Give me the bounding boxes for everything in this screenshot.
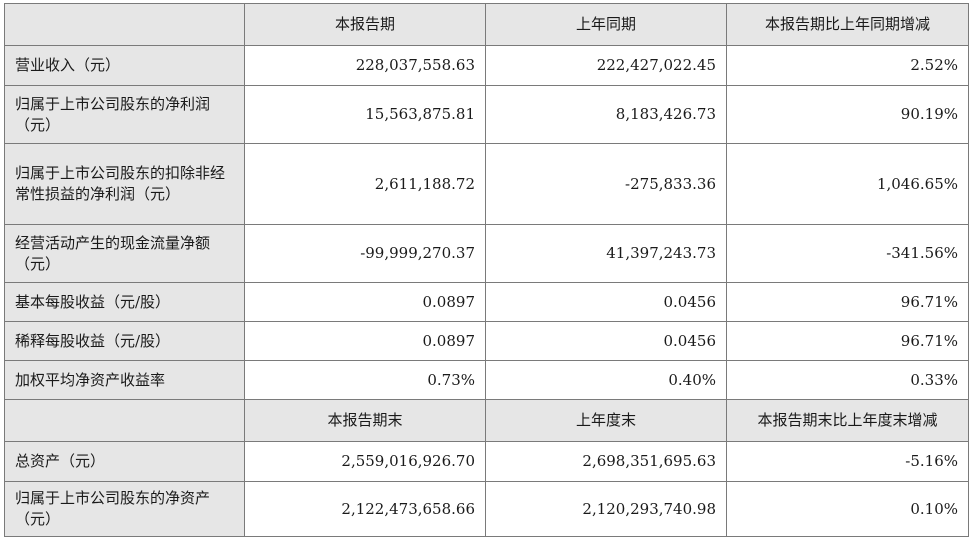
table-header-row: 本报告期 上年同期 本报告期比上年同期增减 [4, 3, 969, 46]
row-label: 归属于上市公司股东的净利润（元） [4, 85, 245, 144]
prior-value: 0.0456 [485, 321, 727, 361]
change-value: 96.71% [726, 282, 969, 322]
table-row: 基本每股收益（元/股） 0.0897 0.0456 96.71% [4, 282, 969, 322]
change-value: 1,046.65% [726, 143, 969, 225]
table-subheader-row: 本报告期末 上年度末 本报告期末比上年度末增减 [4, 399, 969, 442]
header-prior-year-end: 上年度末 [485, 399, 727, 442]
current-value: 0.73% [244, 360, 486, 400]
header-current-period: 本报告期 [244, 3, 486, 46]
prior-value: 2,120,293,740.98 [485, 481, 727, 537]
prior-value: 222,427,022.45 [485, 45, 727, 86]
header-period-change: 本报告期比上年同期增减 [726, 3, 969, 46]
row-label: 归属于上市公司股东的扣除非经常性损益的净利润（元） [4, 143, 245, 225]
current-value: 228,037,558.63 [244, 45, 486, 86]
change-value: -341.56% [726, 224, 969, 283]
table-row: 归属于上市公司股东的扣除非经常性损益的净利润（元） 2,611,188.72 -… [4, 143, 969, 225]
financial-summary-table: 本报告期 上年同期 本报告期比上年同期增减 营业收入（元） 228,037,55… [4, 3, 969, 537]
change-value: -5.16% [726, 441, 969, 482]
header-period-end: 本报告期末 [244, 399, 486, 442]
change-value: 90.19% [726, 85, 969, 144]
row-label: 归属于上市公司股东的净资产（元） [4, 481, 245, 537]
header-corner-cell [4, 3, 245, 46]
row-label: 营业收入（元） [4, 45, 245, 86]
table-row: 归属于上市公司股东的净利润（元） 15,563,875.81 8,183,426… [4, 85, 969, 144]
current-value: 0.0897 [244, 282, 486, 322]
subheader-corner-cell [4, 399, 245, 442]
row-label: 总资产（元） [4, 441, 245, 482]
current-value: 2,122,473,658.66 [244, 481, 486, 537]
row-label: 经营活动产生的现金流量净额（元） [4, 224, 245, 283]
table-row: 加权平均净资产收益率 0.73% 0.40% 0.33% [4, 360, 969, 400]
row-label: 基本每股收益（元/股） [4, 282, 245, 322]
prior-value: 41,397,243.73 [485, 224, 727, 283]
prior-value: 2,698,351,695.63 [485, 441, 727, 482]
table-row: 稀释每股收益（元/股） 0.0897 0.0456 96.71% [4, 321, 969, 361]
current-value: 0.0897 [244, 321, 486, 361]
table-row: 归属于上市公司股东的净资产（元） 2,122,473,658.66 2,120,… [4, 481, 969, 537]
row-label: 稀释每股收益（元/股） [4, 321, 245, 361]
prior-value: 8,183,426.73 [485, 85, 727, 144]
change-value: 2.52% [726, 45, 969, 86]
current-value: 2,559,016,926.70 [244, 441, 486, 482]
current-value: -99,999,270.37 [244, 224, 486, 283]
current-value: 2,611,188.72 [244, 143, 486, 225]
row-label: 加权平均净资产收益率 [4, 360, 245, 400]
table-row: 经营活动产生的现金流量净额（元） -99,999,270.37 41,397,2… [4, 224, 969, 283]
prior-value: 0.40% [485, 360, 727, 400]
change-value: 0.33% [726, 360, 969, 400]
header-period-end-change: 本报告期末比上年度末增减 [726, 399, 969, 442]
table-row: 总资产（元） 2,559,016,926.70 2,698,351,695.63… [4, 441, 969, 482]
change-value: 96.71% [726, 321, 969, 361]
table-row: 营业收入（元） 228,037,558.63 222,427,022.45 2.… [4, 45, 969, 86]
prior-value: -275,833.36 [485, 143, 727, 225]
prior-value: 0.0456 [485, 282, 727, 322]
current-value: 15,563,875.81 [244, 85, 486, 144]
change-value: 0.10% [726, 481, 969, 537]
header-prior-period: 上年同期 [485, 3, 727, 46]
